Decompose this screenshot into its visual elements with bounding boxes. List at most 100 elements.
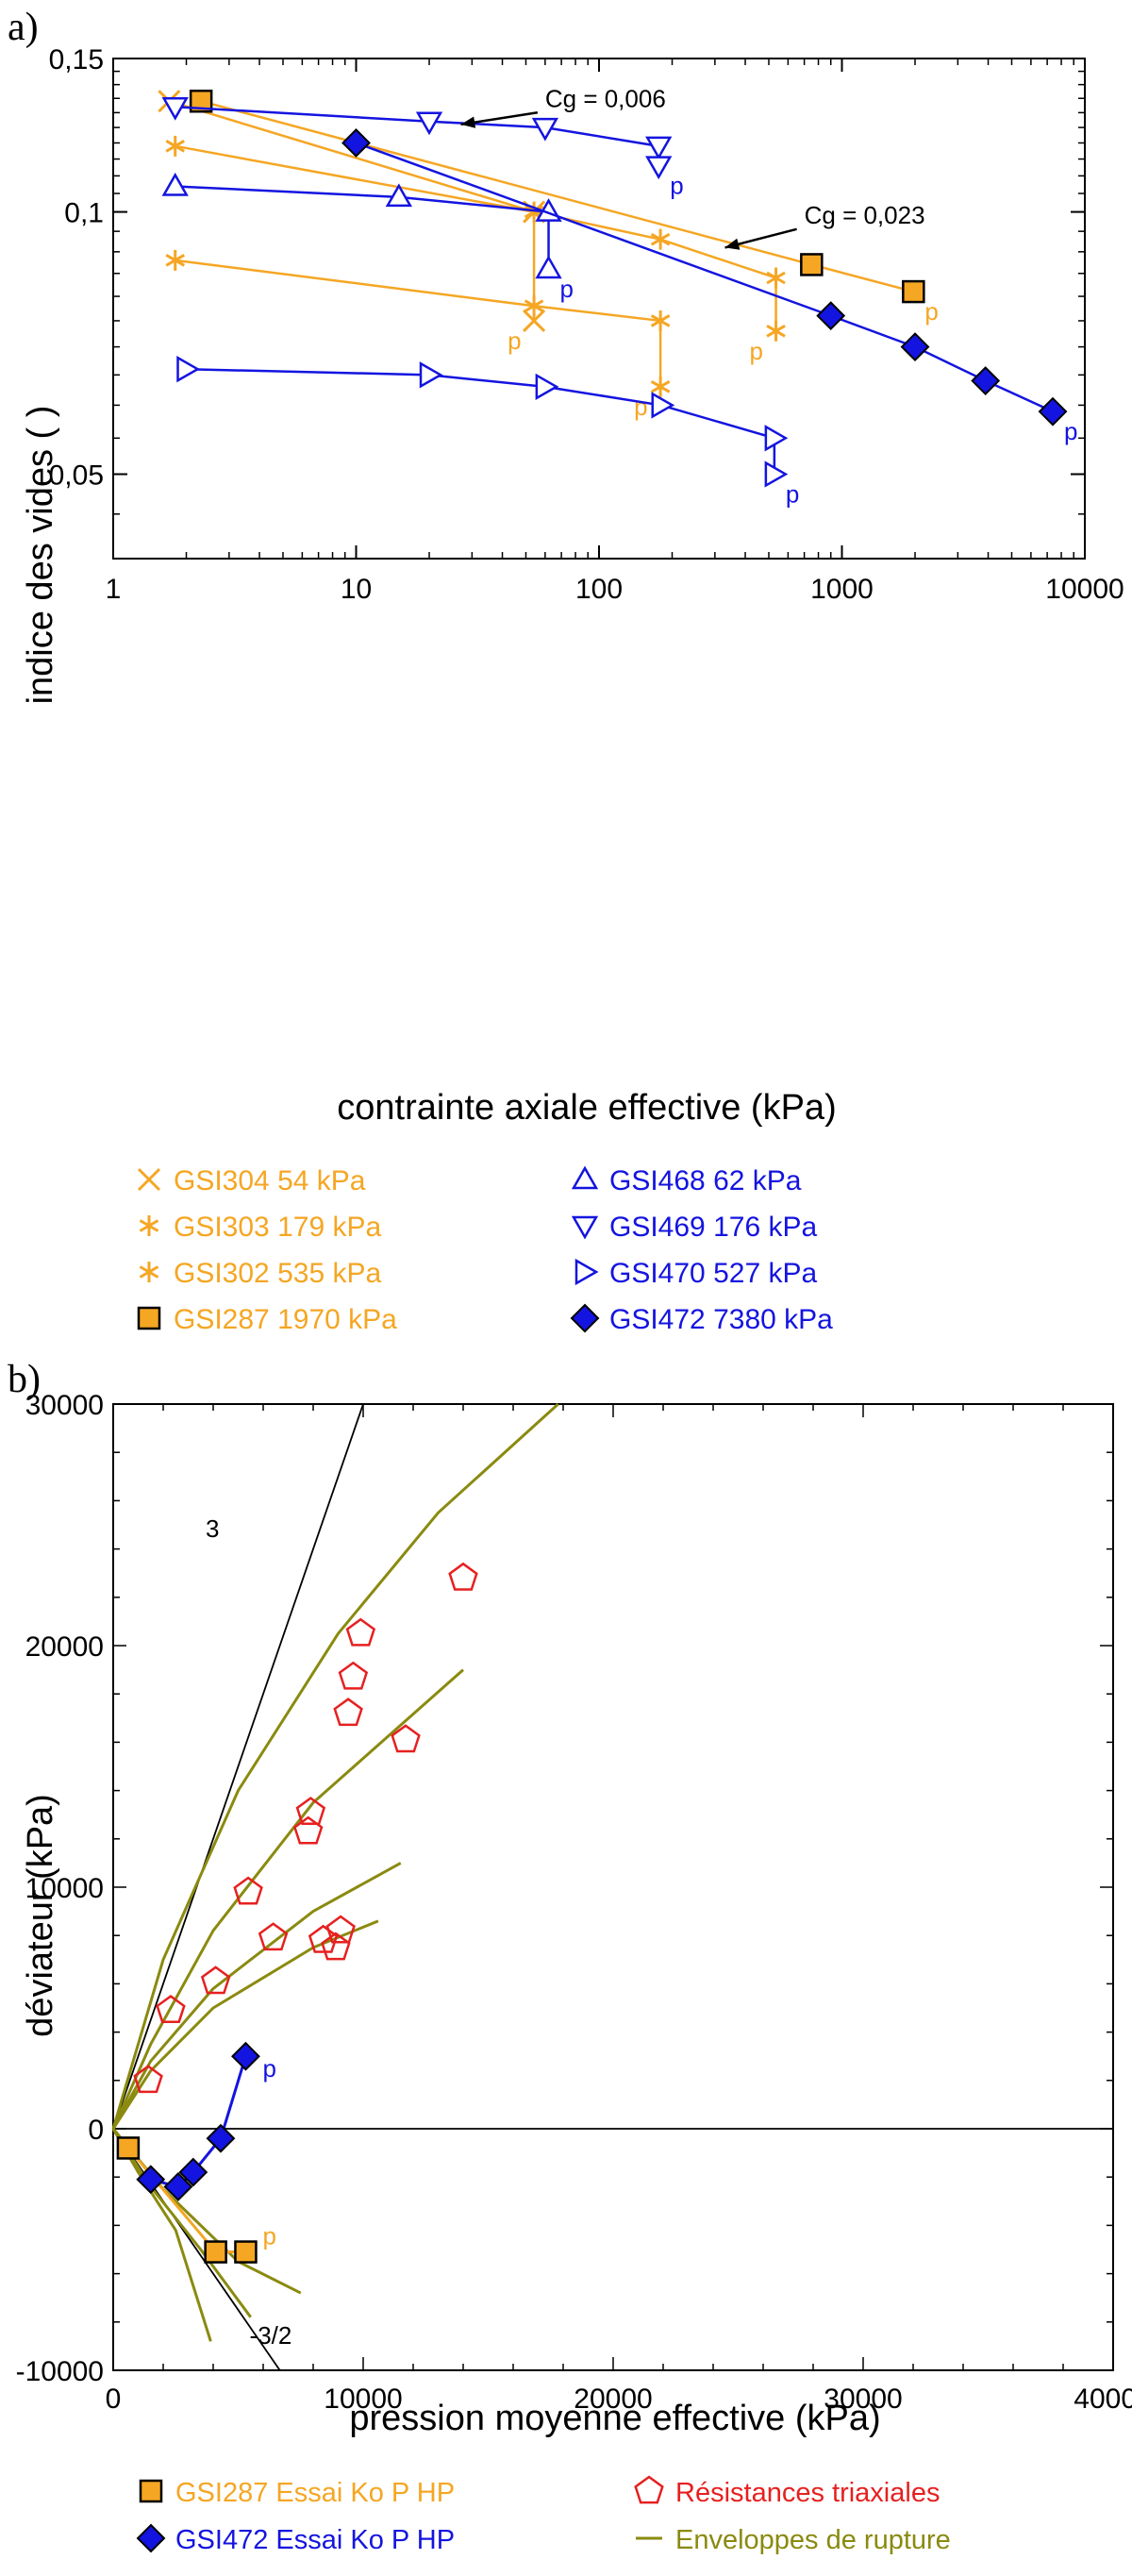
panel-a-label: a): [8, 6, 39, 49]
legend-b-label: GSI472 Essai Ko P HP: [175, 2525, 455, 2555]
series-marker-GSI468: [385, 183, 412, 208]
y-tick-label: 0,05: [49, 460, 104, 492]
series-marker-GSI304: [523, 309, 546, 332]
series-line-GSI472: [356, 142, 1054, 413]
series-marker-GSI472: [341, 128, 371, 158]
legend-a-label: GSI304 54 kPa: [174, 1165, 366, 1196]
triaxial-point: [156, 1995, 186, 2023]
series-marker-GSI302: [650, 228, 671, 250]
triaxial-point: [200, 1965, 231, 1995]
legend-a-marker: [137, 1167, 161, 1192]
series-marker-GSI472: [163, 2172, 193, 2201]
panel-b-plot: 010000200003000040000-100000100002000030…: [16, 1390, 1132, 2415]
legend-a-marker: [139, 1215, 159, 1236]
p-label: p: [786, 480, 799, 509]
triaxial-point: [448, 1562, 478, 1591]
x-tick-label: 10: [341, 574, 372, 605]
p-label: p: [560, 275, 574, 303]
series-line-GSI468: [175, 185, 550, 270]
p-label: p: [634, 393, 647, 421]
y-tick-label: 0,15: [49, 44, 104, 75]
triaxial-point: [391, 1724, 421, 1753]
legend-a-marker: [574, 1258, 599, 1286]
panel-b-legend: GSI287 Essai Ko P HP GSI472 Essai Ko P HP…: [136, 2475, 951, 2555]
series-marker-GSI287: [204, 2240, 227, 2264]
panel-b-label: b): [8, 1358, 41, 1401]
cg-annotation: Cg = 0,006: [545, 84, 666, 112]
x-tick-label: 0: [106, 2384, 122, 2415]
panel-a-plot: 1 10 100 1000 10000 0,05 0,1 0,15 p p p p p p p p Cg = 0…: [49, 44, 1124, 605]
x-tick-label: 20000: [574, 2384, 652, 2415]
series-marker-GSI287: [902, 279, 925, 304]
legend-b-marker: [634, 2475, 664, 2504]
series-marker-GSI302: [766, 267, 786, 289]
p-label: p: [924, 297, 938, 326]
series-marker-GSI470: [764, 425, 789, 452]
series-line-GSI470: [186, 367, 776, 475]
legend-b-label: GSI287 Essai Ko P HP: [175, 2478, 455, 2508]
series-marker-GSI468: [535, 255, 562, 279]
y-tick-label: -10000: [16, 2356, 104, 2387]
series-marker-GSI469: [161, 97, 189, 121]
legend-a-marker: [571, 1165, 599, 1190]
y-tick-label: 0: [88, 2115, 104, 2146]
series-marker-GSI470: [764, 460, 789, 488]
legend-b-marker: [136, 2523, 166, 2553]
series-marker-GSI472: [136, 2165, 166, 2195]
series-marker-GSI302: [766, 320, 786, 342]
triaxial-point: [258, 1922, 289, 1951]
series-marker-GSI472: [900, 332, 930, 362]
triaxial-point: [333, 1698, 363, 1727]
reference-line: [112, 1403, 364, 2130]
triaxial-point: [338, 1661, 369, 1690]
x-tick-label: 30000: [824, 2384, 902, 2415]
legend-a-label: GSI470 527 kPa: [609, 1258, 817, 1289]
x-tick-label: 1000: [810, 574, 874, 605]
slope-label-3: 3: [206, 1514, 219, 1543]
series-marker-GSI472: [816, 301, 846, 331]
legend-a-label: GSI302 535 kPa: [174, 1258, 381, 1289]
legend-a-label: GSI287 1970 kPa: [174, 1304, 397, 1335]
rupture-envelope: [111, 1402, 559, 2130]
reference-line: [112, 2128, 281, 2371]
series-marker-GSI287: [234, 2240, 258, 2264]
series-marker-GSI472: [206, 2123, 236, 2153]
x-tick-label: 40000: [1074, 2384, 1132, 2415]
series-marker-GSI472: [1038, 396, 1068, 427]
triaxial-point: [325, 1915, 356, 1944]
legend-a-label: GSI303 179 kPa: [174, 1212, 381, 1243]
panel-b-xlabel: pression moyenne effective (kPa): [349, 2399, 880, 2438]
legend-a-marker: [139, 1262, 159, 1282]
legend-a-marker: [570, 1303, 600, 1333]
series-marker-GSI470: [651, 392, 675, 419]
series-marker-GSI303: [165, 249, 186, 271]
p-label: p: [670, 172, 683, 200]
legend-a-label: GSI472 7380 kPa: [609, 1304, 833, 1335]
x-tick-label: 100: [575, 574, 623, 605]
p-label: p: [1064, 417, 1077, 445]
y-tick-label: 0,1: [64, 198, 104, 229]
series-marker-GSI472: [971, 366, 1001, 395]
triaxial-point: [295, 1797, 326, 1826]
series-marker-GSI303: [650, 376, 671, 397]
panel-a-frame: [112, 58, 1086, 560]
series-marker-GSI303: [524, 295, 544, 317]
y-tick-label: 10000: [25, 1873, 104, 1904]
p-label: p: [750, 337, 763, 365]
legend-a-marker: [137, 1306, 161, 1330]
x-tick-label: 10000: [324, 2384, 402, 2415]
series-marker-GSI287: [800, 253, 824, 276]
p-label: p: [262, 2222, 275, 2250]
cg-arrow-head: [724, 238, 741, 250]
series-marker-GSI469: [415, 111, 443, 136]
triaxial-point: [233, 1876, 263, 1905]
cg-annotation: Cg = 0,023: [805, 201, 925, 229]
panel-a-legend: GSI304 54 kPa GSI303 179 kPa GSI302 535 kP…: [137, 1165, 833, 1335]
legend-a-marker: [571, 1215, 599, 1240]
triaxial-point: [345, 1617, 376, 1647]
p-label: p: [508, 326, 521, 355]
series-line-GSI303: [175, 259, 662, 387]
legend-a-label: GSI468 62 kPa: [609, 1165, 802, 1196]
panel-b-ylabel: déviateur (kPa): [21, 1794, 60, 2037]
